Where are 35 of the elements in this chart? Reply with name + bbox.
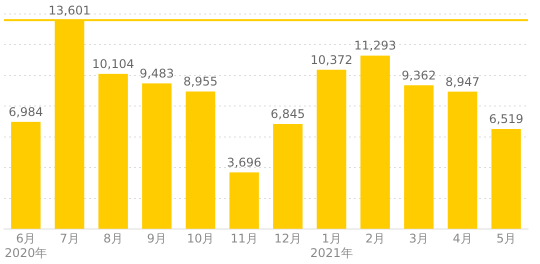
bar [98, 74, 128, 229]
bar [11, 122, 41, 229]
data-label: 3,696 [226, 156, 262, 170]
data-label: 6,845 [270, 107, 306, 122]
x-tick-label: 4月 [452, 232, 472, 246]
data-label: 13,601 [48, 3, 90, 18]
x-tick-label: 7月 [60, 232, 80, 246]
x-tick-label: 12月 [274, 232, 302, 246]
bar [448, 92, 478, 229]
x-tick-label: 5月 [496, 232, 516, 246]
x-tick-label: 8月 [103, 232, 123, 246]
data-label: 8,955 [183, 74, 218, 89]
x-tick-label: 1月 2021年 [310, 232, 353, 260]
bar [142, 83, 172, 229]
bar [316, 70, 346, 229]
x-tick-label: 6月 2020年 [4, 232, 48, 260]
data-label: 8,947 [445, 74, 480, 89]
data-label: 6,984 [8, 104, 44, 119]
data-label: 10,104 [92, 57, 134, 72]
data-label: 9,362 [402, 68, 436, 82]
x-tick-label: 10月 [186, 232, 214, 246]
data-label: 10,372 [310, 52, 352, 67]
bar [229, 172, 259, 229]
data-label: 9,483 [140, 66, 174, 81]
x-tick-label: 3月 [409, 232, 429, 246]
bar [404, 85, 434, 229]
bar [491, 128, 521, 229]
x-tick-label: 11月 [230, 232, 258, 246]
bar [186, 92, 216, 229]
x-tick-label: 9月 [147, 232, 167, 246]
data-label: 6,519 [488, 112, 524, 126]
x-tick-label: 2月 [365, 232, 385, 246]
bar [360, 56, 390, 229]
bar [273, 124, 303, 229]
data-label: 11,293 [354, 38, 396, 53]
